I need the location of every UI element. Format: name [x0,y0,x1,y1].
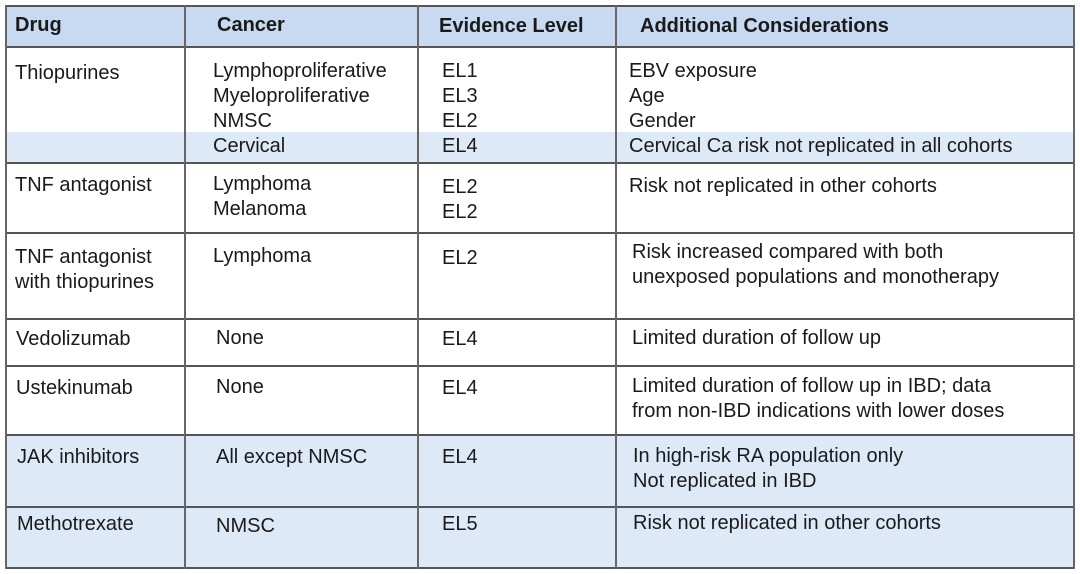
evidence-cell: EL4 [442,377,478,399]
considerations-cell: unexposed populations and monotherapy [632,266,999,288]
considerations-cell: Risk not replicated in other cohorts [629,175,937,197]
col-divider-right [1073,5,1075,569]
drug-tnf-with-thiopurines-line2: with thiopurines [15,271,154,293]
cancer-cell: Myeloproliferative [213,85,370,107]
drug-jak-inhibitors: JAK inhibitors [17,446,140,468]
cancer-cell: Cervical [213,135,286,157]
table-border-bottom [5,567,1075,569]
col-divider-left [5,5,7,569]
cancer-cell: Lymphoma [213,173,312,195]
drug-vedolizumab: Vedolizumab [16,328,131,350]
col-divider [184,5,186,569]
evidence-cell: EL4 [442,135,478,157]
drug-thiopurines: Thiopurines [15,62,120,84]
col-divider [417,5,419,569]
considerations-cell: Gender [629,110,696,132]
considerations-cell: Risk not replicated in other cohorts [633,512,941,534]
drug-methotrexate: Methotrexate [17,513,134,535]
evidence-cell: EL4 [442,446,478,468]
considerations-cell: Cervical Ca risk not replicated in all c… [629,135,1013,157]
evidence-cell: EL2 [442,176,478,198]
cancer-cell: None [216,376,264,398]
cancer-cell: None [216,327,264,349]
cancer-cell: Lymphoproliferative [213,60,387,82]
row-divider [5,318,1075,320]
cervical-shaded-band [5,132,1075,162]
header-additional-considerations: Additional Considerations [640,15,889,37]
drug-ustekinumab: Ustekinumab [16,377,133,399]
cancer-cell: NMSC [216,515,275,537]
shaded-bottom-rows [5,435,1075,569]
evidence-cell: EL5 [442,513,478,535]
header-evidence-level: Evidence Level [439,15,584,37]
evidence-cell: EL1 [442,60,478,82]
evidence-cell: EL4 [442,328,478,350]
cancer-cell: All except NMSC [216,446,368,468]
evidence-cell: EL2 [442,247,478,269]
considerations-cell: Age [629,85,665,107]
considerations-cell: EBV exposure [629,60,757,82]
evidence-cell: EL2 [442,110,478,132]
drug-tnf-with-thiopurines: TNF antagonist [15,246,152,268]
row-divider [5,162,1075,164]
table-header-row [5,5,1075,47]
row-divider [5,434,1075,436]
considerations-cell: from non-IBD indications with lower dose… [632,400,1005,422]
drug-tnf-antagonist: TNF antagonist [15,174,152,196]
considerations-cell: Risk increased compared with both [632,241,944,263]
considerations-cell: Limited duration of follow up [632,327,882,349]
cancer-cell: NMSC [213,110,272,132]
table-border-top [5,5,1075,7]
considerations-cell: In high-risk RA population only [633,445,904,467]
row-divider [5,365,1075,367]
considerations-cell: Limited duration of follow up in IBD; da… [632,375,992,397]
header-cancer: Cancer [217,14,285,36]
row-divider [5,506,1075,508]
drug-cancer-risk-table: Drug Cancer Evidence Level Additional Co… [5,5,1075,569]
evidence-cell: EL2 [442,201,478,223]
row-divider [5,46,1075,48]
evidence-cell: EL3 [442,85,478,107]
header-drug: Drug [15,14,62,36]
considerations-cell: Not replicated in IBD [633,470,817,492]
cancer-cell: Melanoma [213,198,307,220]
row-divider [5,232,1075,234]
cancer-cell: Lymphoma [213,245,312,267]
col-divider [615,5,617,569]
